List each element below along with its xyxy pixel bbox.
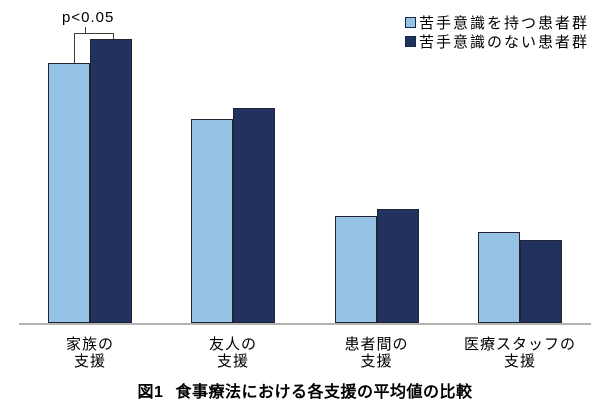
x-axis-label-cat3: 医療スタッフの 支援 [463, 336, 577, 370]
legend-item-group-with-aversion: 苦手意識を持つ患者群 [405, 13, 589, 32]
bar-series1-cat2 [376, 209, 419, 323]
bar-series1-cat0 [90, 39, 132, 323]
x-axis-label-cat1: 友人の 支援 [208, 336, 258, 370]
x-axis-baseline [19, 323, 591, 325]
bar-series1-cat3 [520, 240, 562, 323]
significance-bracket-center-tick [85, 27, 86, 33]
significance-bracket-right-tick [113, 33, 114, 40]
figure-number: 図1 [137, 384, 164, 401]
figure-title: 食事療法における各支援の平均値の比較 [175, 384, 473, 401]
bar-series0-cat3 [478, 232, 520, 323]
legend-label: 苦手意識を持つ患者群 [419, 15, 590, 32]
significance-bracket-left-tick [74, 33, 75, 63]
significance-p-value-label: p<0.05 [62, 9, 115, 26]
legend-item-group-without-aversion: 苦手意識のない患者群 [405, 32, 589, 51]
bar-series0-cat1 [191, 119, 233, 323]
legend-swatch-dark-navy [405, 36, 416, 47]
significance-bracket-horizontal [74, 33, 114, 34]
bar-series0-cat2 [334, 216, 377, 323]
figure-caption: 図1 食事療法における各支援の平均値の比較 [0, 378, 610, 402]
legend-swatch-light-blue [405, 17, 416, 28]
chart-legend: 苦手意識を持つ患者群 苦手意識のない患者群 [405, 13, 589, 51]
x-axis-label-cat2: 患者間の 支援 [344, 336, 409, 370]
bar-series0-cat0 [48, 63, 90, 323]
bar-series1-cat1 [233, 108, 275, 323]
x-axis-label-cat0: 家族の 支援 [65, 336, 115, 370]
legend-label: 苦手意識のない患者群 [419, 34, 590, 51]
